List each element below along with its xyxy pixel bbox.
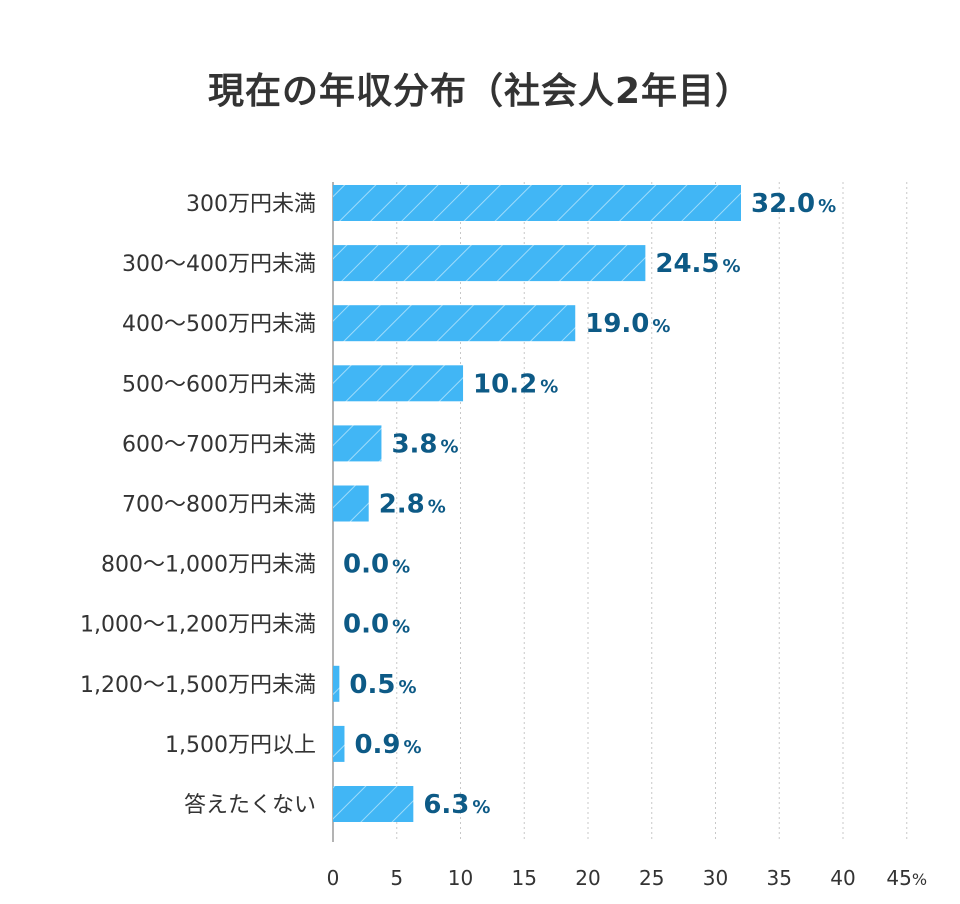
category-label-7: 1,000〜1,200万円未満	[80, 613, 316, 638]
value-label-8: 0.5%	[349, 670, 416, 700]
value-label-10: 6.3%	[423, 790, 490, 820]
x-axis-unit: %	[912, 870, 927, 889]
value-unit-2: %	[652, 316, 670, 337]
bar-9	[333, 725, 345, 762]
bar-8	[333, 665, 340, 702]
value-unit-10: %	[472, 797, 490, 818]
bars	[333, 185, 741, 822]
bar-3	[333, 365, 464, 402]
bar-1	[333, 245, 646, 282]
bar-5	[333, 485, 369, 522]
value-labels: 32.0 % 24.5 % 19.0 % 10.2 % 3.8 % 2.8 % 0.0 % 0.0 % 0.5%…	[343, 189, 836, 820]
value-unit-3: %	[540, 376, 558, 397]
grid-lines	[332, 182, 908, 842]
value-unit-1: %	[723, 256, 741, 277]
x-tick-label-15: 15	[512, 866, 537, 890]
category-label-10: 答えたくない	[184, 793, 316, 818]
value-label-5: 2.8%	[379, 490, 446, 520]
value-label-0: 32.0%	[751, 189, 836, 219]
bar-0	[333, 185, 741, 221]
value-unit-4: %	[441, 436, 459, 457]
value-label-4: 3.8%	[391, 429, 458, 459]
value-unit-8: %	[398, 677, 416, 698]
chart-title: 現在の年収分布（社会人2年目）	[207, 71, 753, 112]
x-tick-label-5: 5	[390, 866, 403, 890]
x-tick-label-25: 25	[639, 866, 664, 890]
x-axis-ticks: 0 5 10 15 20 25 30 35 40 45%	[327, 866, 927, 890]
category-labels: 300万円未満 300〜400万円未満 400〜500万円未満 500〜600万円未満…	[80, 192, 316, 818]
value-label-6: 0.0%	[343, 550, 410, 580]
value-unit-0: %	[818, 196, 836, 217]
category-label-2: 400〜500万円未満	[122, 312, 316, 337]
x-tick-label-10: 10	[448, 866, 473, 890]
category-label-4: 600〜700万円未満	[122, 432, 316, 457]
value-unit-6: %	[392, 557, 410, 578]
category-label-9: 1,500万円以上	[165, 733, 316, 758]
bar-2	[333, 305, 576, 342]
category-label-0: 300万円未満	[186, 192, 316, 217]
category-label-5: 700〜800万円未満	[122, 493, 316, 518]
category-label-6: 800〜1,000万円未満	[101, 553, 316, 578]
value-label-2: 19.0%	[585, 309, 670, 339]
bar-4	[333, 425, 382, 462]
value-unit-5: %	[428, 497, 446, 518]
value-label-1: 24.5%	[655, 249, 740, 279]
category-label-1: 300〜400万円未満	[122, 252, 316, 277]
x-tick-label-0: 0	[327, 866, 340, 890]
x-tick-label-20: 20	[575, 866, 600, 890]
value-unit-7: %	[392, 617, 410, 638]
bar-10	[333, 786, 414, 822]
value-unit-9: %	[404, 737, 422, 758]
category-label-3: 500〜600万円未満	[122, 372, 316, 397]
value-label-3: 10.2%	[473, 369, 558, 399]
x-tick-label-35: 35	[767, 866, 792, 890]
value-label-7: 0.0%	[343, 610, 410, 640]
x-tick-label-40: 40	[830, 866, 855, 890]
value-label-9: 0.9%	[354, 730, 421, 760]
category-label-8: 1,200〜1,500万円未満	[80, 673, 316, 698]
x-tick-label-45: 45%	[886, 866, 927, 890]
x-tick-label-30: 30	[703, 866, 728, 890]
